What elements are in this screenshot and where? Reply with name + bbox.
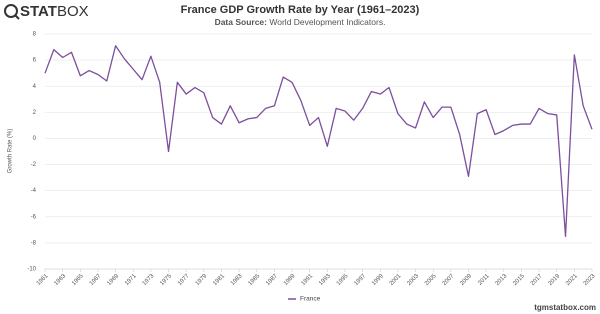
y-tick-label: 4 — [33, 84, 37, 90]
x-tick-label: 1969 — [106, 273, 120, 287]
subtitle: Data Source: World Development Indicator… — [215, 17, 386, 27]
x-tick-label: 1995 — [336, 273, 350, 287]
x-tick-label: 1991 — [301, 273, 315, 287]
y-tick-label: -10 — [27, 267, 36, 273]
x-tick-label: 2015 — [512, 273, 526, 287]
x-tick-label: 1983 — [230, 273, 244, 287]
x-tick-label: 1971 — [124, 273, 138, 287]
x-tick-label: 1987 — [265, 273, 279, 287]
legend-label: France — [300, 296, 321, 303]
footer: tgmstatbox.com — [534, 303, 596, 312]
logo-icon — [4, 4, 18, 18]
x-tick-label: 2019 — [548, 273, 562, 287]
source-label: Data Source: — [215, 17, 268, 27]
x-tick-label: 1961 — [36, 273, 50, 287]
x-tick-label: 2005 — [424, 273, 438, 287]
x-tick-label: 1963 — [53, 273, 67, 287]
logo-icon — [14, 14, 20, 20]
x-tick-label: 2001 — [389, 273, 403, 287]
y-tick-label: -4 — [31, 188, 37, 194]
source: World Development Indicators. — [269, 17, 385, 27]
x-tick-label: 1973 — [142, 273, 156, 287]
y-tick-label: -2 — [31, 162, 37, 168]
y-tick-label: 0 — [33, 136, 37, 142]
x-tick-label: 2013 — [495, 273, 509, 287]
y-tick-label: 2 — [33, 110, 37, 116]
logo: STATBOX — [4, 3, 89, 20]
x-tick-label: 2009 — [459, 273, 473, 287]
chart-title: France GDP Growth Rate by Year (1961–202… — [181, 4, 420, 16]
x-tick-label: 2017 — [530, 273, 544, 287]
x-tick-label: 2003 — [406, 273, 420, 287]
y-axis-label: Growth Rate (%) — [8, 129, 14, 174]
x-tick-label: 2021 — [565, 273, 579, 287]
x-tick-label: 1981 — [212, 273, 226, 287]
logo-light: BOX — [57, 3, 89, 20]
data-line — [44, 45, 593, 238]
y-tick-label: -6 — [31, 214, 37, 220]
logo-bold: STAT — [20, 3, 57, 20]
x-tick-label: 1975 — [159, 273, 173, 287]
x-tick-label: 2011 — [477, 273, 491, 287]
x-tick-label: 2023 — [583, 273, 597, 287]
x-tick-label: 1965 — [71, 273, 85, 287]
x-tick-label: 1979 — [195, 273, 209, 287]
x-tick-label: 1993 — [318, 273, 332, 287]
y-tick-label: -8 — [31, 240, 37, 246]
x-tick-label: 1977 — [177, 273, 191, 287]
y-tick-label: 6 — [33, 58, 37, 64]
y-tick-label: 8 — [33, 32, 37, 38]
x-tick-label: 1967 — [89, 273, 103, 287]
x-tick-label: 1999 — [371, 273, 385, 287]
x-tick-label: 2007 — [442, 273, 456, 287]
x-tick-label: 1985 — [248, 273, 262, 287]
x-tick-label: 1997 — [353, 273, 367, 287]
logo-text: STATBOX — [20, 3, 89, 20]
x-tick-label: 1989 — [283, 273, 297, 287]
